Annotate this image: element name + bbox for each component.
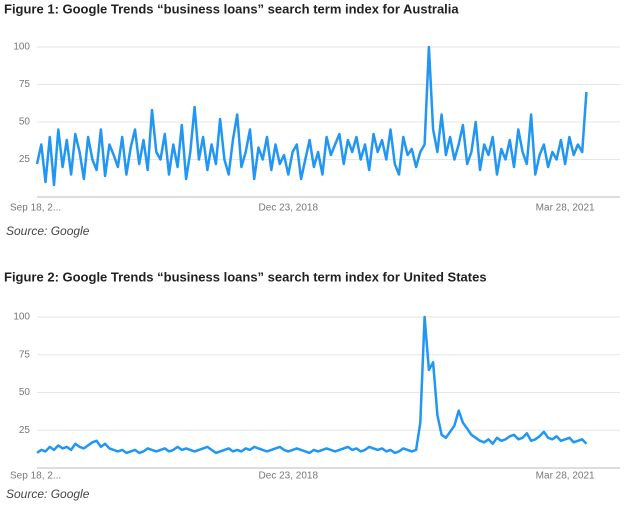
y-tick-label: 75 bbox=[19, 349, 31, 360]
trend-line bbox=[36, 315, 588, 455]
x-tick-label: Sep 18, 2... bbox=[10, 471, 61, 482]
chart-title: Figure 1: Google Trends “business loans”… bbox=[4, 1, 459, 16]
x-tick-label: Mar 28, 2021 bbox=[536, 203, 595, 214]
y-tick-label: 50 bbox=[19, 117, 31, 128]
trend-line bbox=[35, 45, 588, 187]
x-tick-label: Dec 23, 2018 bbox=[259, 203, 319, 214]
y-tick-label: 100 bbox=[13, 42, 30, 53]
chart-title: Figure 2: Google Trends “business loans”… bbox=[4, 269, 487, 284]
x-tick-label: Sep 18, 2... bbox=[10, 203, 61, 214]
y-tick-label: 75 bbox=[19, 79, 31, 90]
y-tick-label: 100 bbox=[13, 312, 30, 323]
y-tick-label: 50 bbox=[19, 387, 31, 398]
x-tick-label: Mar 28, 2021 bbox=[536, 471, 595, 482]
source-note: Source: Google bbox=[6, 224, 90, 238]
x-tick-label: Dec 23, 2018 bbox=[259, 471, 319, 482]
y-tick-label: 25 bbox=[19, 154, 31, 165]
y-tick-label: 25 bbox=[19, 425, 31, 436]
source-note: Source: Google bbox=[6, 487, 90, 501]
